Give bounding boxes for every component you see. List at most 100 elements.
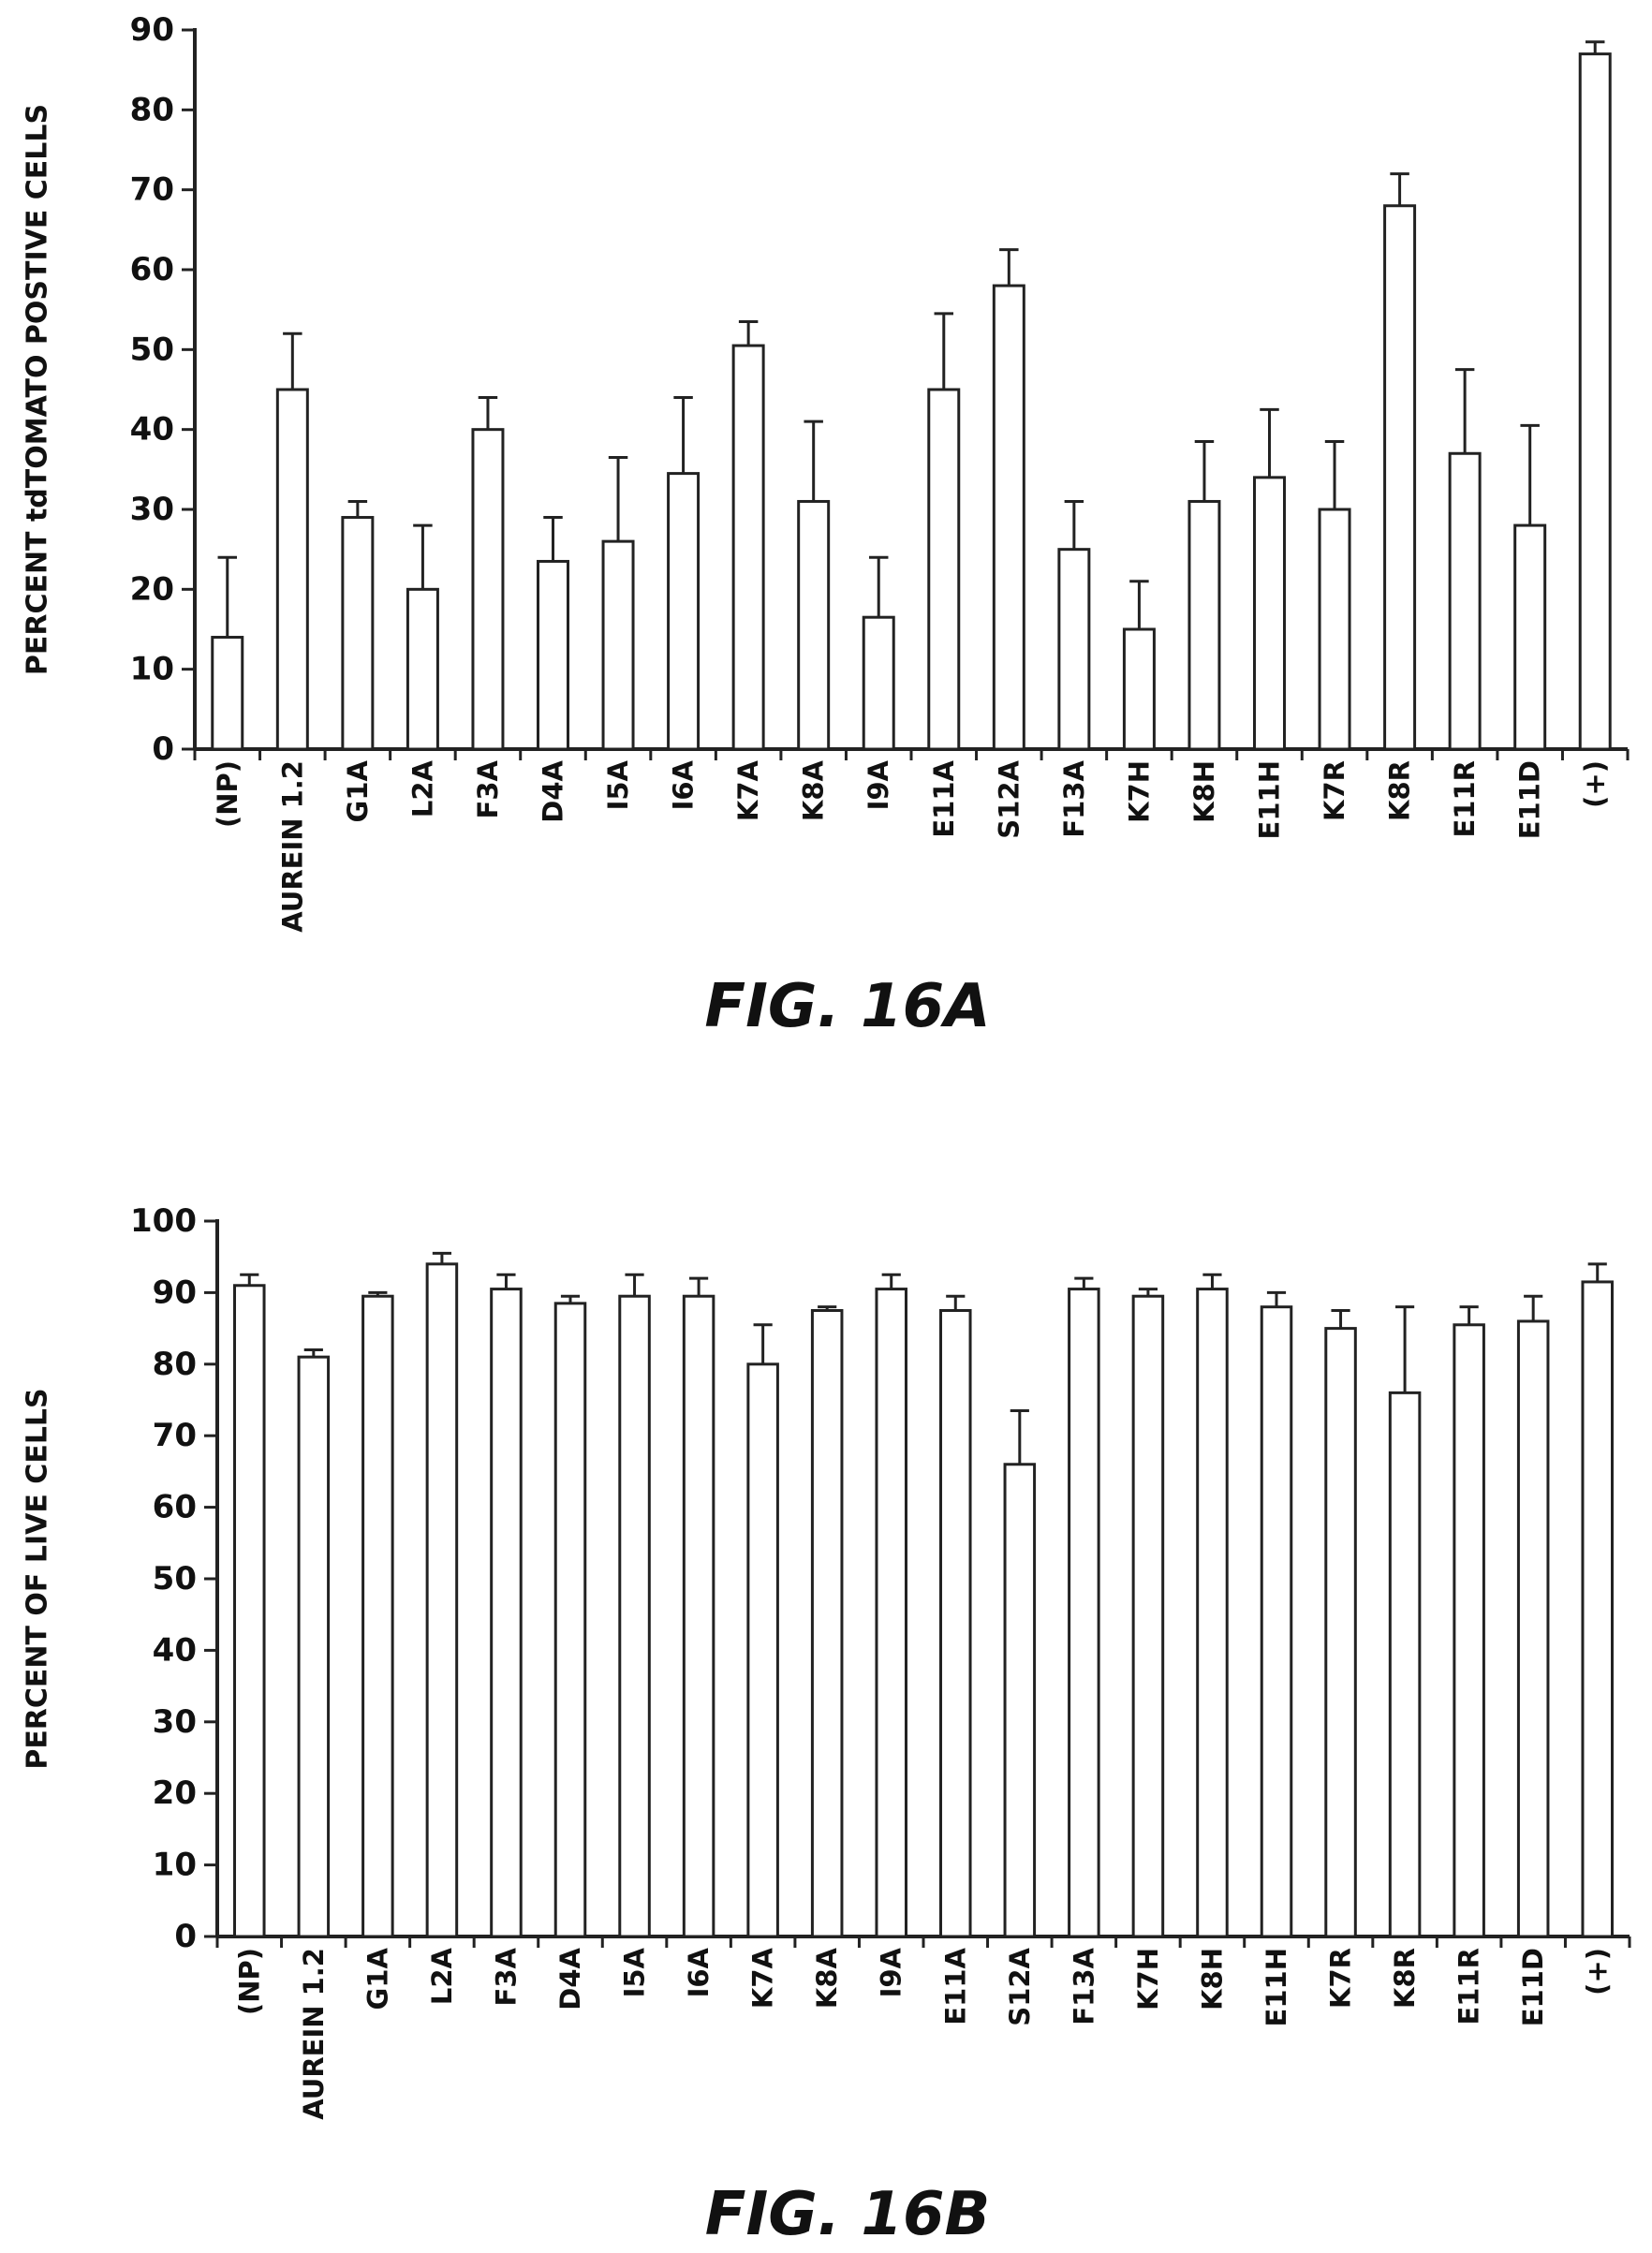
y-tick-label: 50 bbox=[130, 331, 174, 368]
x-tick-label: I5A bbox=[602, 759, 634, 810]
bar bbox=[1253, 476, 1286, 751]
bar bbox=[275, 388, 309, 751]
x-tick-label: E11A bbox=[928, 759, 960, 837]
x-tick-label: L2A bbox=[426, 1947, 458, 2005]
bar bbox=[810, 1309, 844, 1938]
bar bbox=[553, 1302, 587, 1938]
x-tick-label: S12A bbox=[993, 759, 1025, 838]
bar bbox=[425, 1262, 459, 1938]
bar bbox=[1196, 1288, 1229, 1938]
y-tick-label: 20 bbox=[153, 1774, 197, 1812]
x-tick-label: K7R bbox=[1319, 760, 1350, 821]
x-tick-label: I6A bbox=[668, 759, 700, 810]
bar bbox=[1122, 627, 1156, 751]
y-tick-label: 50 bbox=[153, 1560, 197, 1598]
y-tick-label: 0 bbox=[174, 1918, 197, 1955]
bar bbox=[618, 1294, 651, 1938]
y-tick-label: 60 bbox=[153, 1489, 197, 1526]
x-tick-label: K8A bbox=[811, 1947, 843, 2009]
bar bbox=[1068, 1288, 1100, 1938]
bar bbox=[1581, 1280, 1614, 1938]
x-tick-label: K7A bbox=[747, 1947, 779, 2009]
bar bbox=[1324, 1327, 1357, 1938]
x-tick-label: E11R bbox=[1453, 1948, 1485, 2025]
x-tick-label: K7A bbox=[732, 759, 764, 821]
chart-16b: PERCENT OF LIVE CELLS 0 10 20 30 40 50 60 70 80 90… bbox=[22, 1202, 1631, 2120]
y-tick-label: 70 bbox=[130, 171, 174, 209]
bar bbox=[537, 559, 569, 751]
bar bbox=[875, 1288, 907, 1938]
y-tick-label: 20 bbox=[130, 570, 174, 608]
bar bbox=[731, 344, 765, 751]
x-tick-label: D4A bbox=[554, 1947, 586, 2010]
bar bbox=[682, 1294, 715, 1938]
y-tick-label: 10 bbox=[153, 1847, 197, 1884]
y-tick-label: 70 bbox=[153, 1417, 197, 1454]
bar bbox=[211, 636, 244, 751]
y-tick-label: 90 bbox=[130, 11, 174, 49]
x-tick-label: (+) bbox=[1579, 760, 1611, 808]
x-tick-label: E11H bbox=[1254, 760, 1286, 839]
x-tick-label: I9A bbox=[876, 1947, 907, 1997]
y-tick-label: 40 bbox=[130, 411, 174, 449]
bar bbox=[1318, 508, 1351, 751]
bar bbox=[1448, 451, 1482, 751]
chart-16a: PERCENT tdTOMATO POSTIVE CELLS 0 10 20 30 40 5… bbox=[22, 11, 1630, 933]
x-tick-label: K8A bbox=[798, 759, 830, 821]
bar bbox=[406, 587, 439, 751]
x-tick-label: K8H bbox=[1196, 1948, 1228, 2010]
bar bbox=[1578, 52, 1612, 751]
x-tick-label: K7R bbox=[1325, 1948, 1357, 2009]
x-tick-label: S12A bbox=[1004, 1947, 1036, 2025]
bar bbox=[992, 284, 1025, 751]
x-tick-label: D4A bbox=[538, 759, 569, 822]
bar bbox=[361, 1294, 394, 1938]
y-tick-label: 40 bbox=[153, 1631, 197, 1669]
bar bbox=[1383, 204, 1417, 751]
x-tick-label: F13A bbox=[1058, 759, 1090, 837]
y-tick-label: 30 bbox=[130, 491, 174, 528]
x-tick-label: AUREIN 1.2 bbox=[298, 1948, 330, 2120]
x-tick-label: E11H bbox=[1261, 1948, 1292, 2026]
bar bbox=[1131, 1294, 1165, 1938]
x-tick-label: K8R bbox=[1389, 1948, 1421, 2009]
y-tick-label: 90 bbox=[153, 1274, 197, 1311]
bar bbox=[939, 1309, 972, 1938]
bar bbox=[1516, 1319, 1550, 1938]
x-tick-label: I5A bbox=[619, 1947, 651, 1997]
bar bbox=[1453, 1323, 1485, 1938]
y-axis-title: PERCENT tdTOMATO POSTIVE CELLS bbox=[22, 104, 54, 675]
y-tick-label: 60 bbox=[130, 251, 174, 288]
bar bbox=[471, 428, 505, 751]
bar bbox=[797, 499, 831, 751]
y-tick-label: 10 bbox=[130, 651, 174, 688]
x-tick-label: (NP) bbox=[233, 1948, 265, 2015]
bar bbox=[1513, 523, 1547, 751]
bar bbox=[667, 472, 701, 751]
bar bbox=[341, 516, 375, 751]
bar bbox=[601, 539, 635, 751]
bar bbox=[862, 615, 895, 751]
bar bbox=[1003, 1463, 1037, 1938]
figure-caption-16b: FIG. 16B bbox=[705, 2180, 991, 2249]
x-tick-label: G1A bbox=[361, 1947, 393, 2010]
bar bbox=[490, 1288, 523, 1938]
x-tick-label: E11A bbox=[939, 1947, 971, 2025]
x-tick-label: E11R bbox=[1449, 760, 1481, 838]
x-tick-label: K8R bbox=[1384, 760, 1416, 821]
y-axis-title: PERCENT OF LIVE CELLS bbox=[22, 1388, 54, 1769]
x-tick-label: F3A bbox=[490, 1947, 522, 2006]
bar bbox=[1187, 499, 1221, 751]
figure-caption-16a: FIG. 16A bbox=[704, 972, 990, 1041]
bar bbox=[1388, 1391, 1422, 1938]
bar bbox=[233, 1284, 266, 1938]
y-tick-label: 30 bbox=[153, 1703, 197, 1741]
bar bbox=[927, 388, 961, 751]
x-tick-label: I6A bbox=[683, 1947, 715, 1997]
x-tick-label: (NP) bbox=[212, 760, 243, 828]
x-tick-label: E11D bbox=[1514, 760, 1546, 839]
x-tick-label: AUREIN 1.2 bbox=[276, 760, 308, 933]
bar bbox=[746, 1362, 779, 1938]
x-tick-label: F3A bbox=[472, 759, 504, 818]
